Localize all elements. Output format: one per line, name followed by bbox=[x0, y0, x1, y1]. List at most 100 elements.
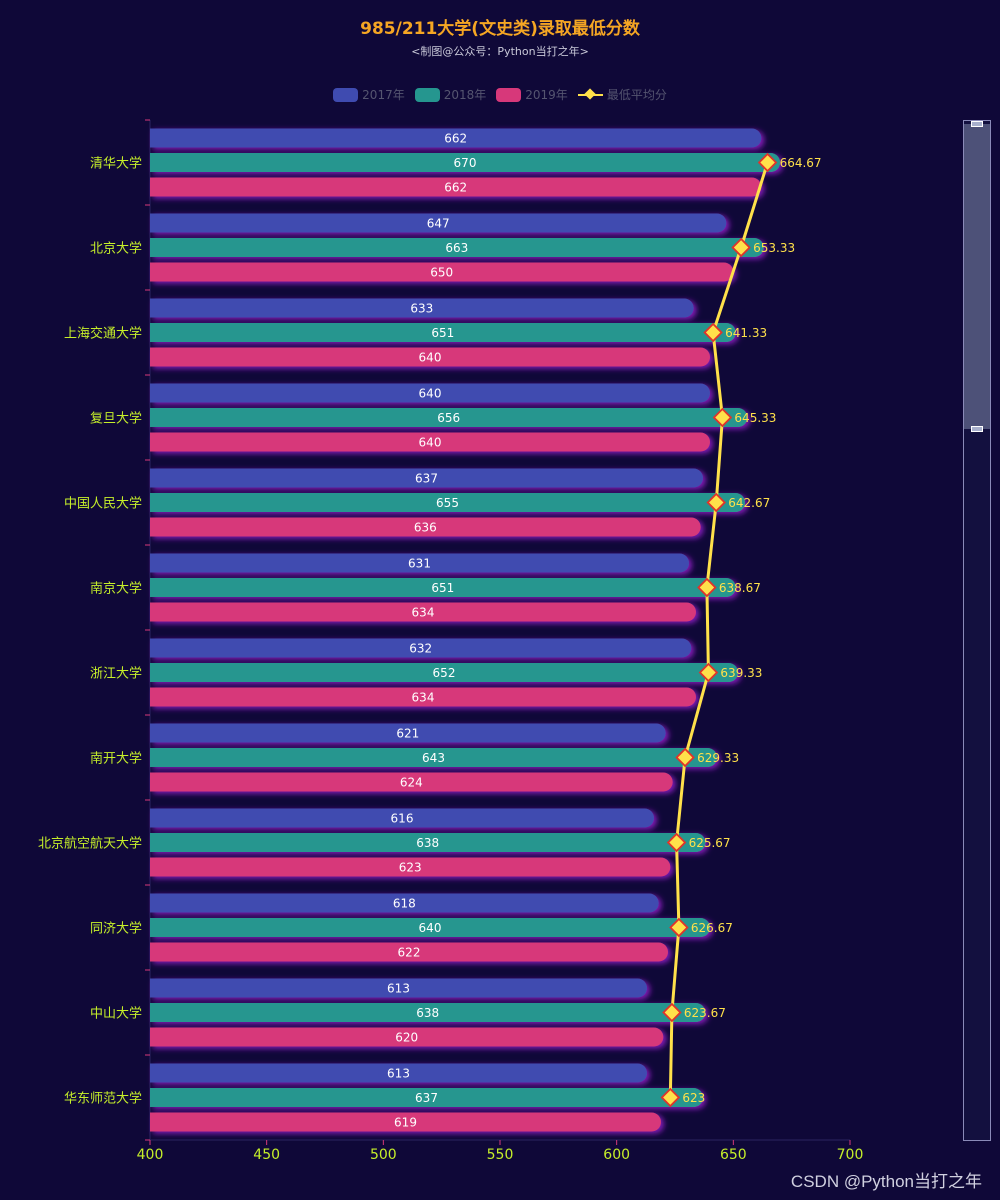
bar-value-label: 651 bbox=[431, 581, 454, 595]
bar-value-label: 662 bbox=[444, 132, 467, 146]
average-value-label: 626.67 bbox=[691, 921, 733, 935]
bar-2017年 bbox=[150, 978, 647, 998]
bar-2017年 bbox=[150, 213, 727, 233]
average-point-marker bbox=[698, 662, 719, 683]
category-label: 浙江大学 bbox=[90, 666, 142, 682]
legend-item-2019[interactable]: 2019年 bbox=[496, 86, 568, 103]
bar-value-label: 618 bbox=[393, 897, 416, 911]
x-tick-label: 400 bbox=[137, 1147, 164, 1163]
data-zoom-window[interactable] bbox=[964, 121, 990, 432]
bar-value-label: 613 bbox=[387, 1067, 410, 1081]
zoom-handle-top[interactable] bbox=[971, 121, 983, 127]
average-point-marker bbox=[712, 407, 733, 428]
average-value-label: 653.33 bbox=[753, 241, 795, 255]
average-point-marker bbox=[660, 1087, 681, 1108]
average-point-marker bbox=[731, 237, 751, 258]
average-point-marker bbox=[666, 832, 687, 853]
legend: 2017年 2018年 2019年 最低平均分 bbox=[0, 86, 1000, 103]
legend-label-2019: 2019年 bbox=[525, 88, 568, 102]
bar-2018年 bbox=[150, 918, 710, 937]
bar-2019年 bbox=[150, 1027, 664, 1047]
bar-2019年 bbox=[150, 347, 710, 367]
average-point-marker bbox=[662, 1002, 682, 1023]
x-tick-label: 650 bbox=[720, 1147, 747, 1163]
x-tick-label: 600 bbox=[603, 1147, 630, 1163]
bar-2019年 bbox=[150, 177, 762, 197]
average-point-marker bbox=[697, 577, 717, 598]
category-label: 南开大学 bbox=[90, 751, 142, 767]
bar-2017年 bbox=[150, 893, 659, 913]
average-value-label: 623.67 bbox=[684, 1006, 726, 1020]
bar-2018年 bbox=[150, 833, 706, 852]
zoom-handle-bottom[interactable] bbox=[971, 426, 983, 432]
bar-value-label: 632 bbox=[409, 642, 432, 656]
bar-2019年 bbox=[150, 1112, 661, 1132]
average-value-label: 641.33 bbox=[725, 326, 767, 340]
bar-2017年 bbox=[150, 468, 703, 488]
bar-2018年 bbox=[150, 1003, 706, 1022]
bar-value-label: 663 bbox=[445, 241, 468, 255]
average-point-marker bbox=[703, 322, 723, 343]
bar-2019年 bbox=[150, 602, 696, 622]
bar-2018年 bbox=[150, 408, 748, 427]
category-label: 同济大学 bbox=[90, 921, 142, 937]
legend-swatch-2017 bbox=[333, 87, 359, 102]
legend-item-2018[interactable]: 2018年 bbox=[414, 86, 486, 103]
bar-value-label: 647 bbox=[427, 217, 450, 231]
bar-2018年 bbox=[150, 493, 745, 512]
bar-2018年 bbox=[150, 663, 738, 682]
bar-2017年 bbox=[150, 383, 710, 403]
category-label: 上海交通大学 bbox=[64, 326, 142, 342]
bar-value-label: 616 bbox=[391, 812, 414, 826]
bar-2017年 bbox=[150, 553, 689, 573]
bar-2017年 bbox=[150, 128, 762, 148]
bar-value-label: 637 bbox=[415, 1091, 438, 1105]
chart-subtitle: <制图@公众号：Python当打之年> bbox=[411, 45, 589, 58]
bar-value-label: 634 bbox=[412, 691, 435, 705]
average-value-label: 629.33 bbox=[697, 751, 739, 765]
bar-value-label: 670 bbox=[454, 156, 477, 170]
legend-label-average: 最低平均分 bbox=[606, 88, 667, 102]
bar-value-label: 623 bbox=[399, 861, 422, 875]
bar-value-label: 634 bbox=[412, 606, 435, 620]
average-value-label: 664.67 bbox=[780, 156, 822, 170]
bar-value-label: 633 bbox=[410, 302, 433, 316]
bar-value-label: 651 bbox=[431, 326, 454, 340]
bar-value-label: 622 bbox=[398, 946, 421, 960]
category-label: 北京大学 bbox=[90, 241, 142, 257]
bar-2017年 bbox=[150, 723, 666, 743]
legend-item-2017[interactable]: 2017年 bbox=[333, 86, 405, 103]
legend-swatch-2018 bbox=[414, 87, 440, 102]
x-tick-label: 700 bbox=[837, 1147, 864, 1163]
legend-item-average[interactable]: 最低平均分 bbox=[577, 86, 667, 103]
bar-value-label: 636 bbox=[414, 521, 437, 535]
watermark: CSDN @Python当打之年 bbox=[790, 1172, 982, 1191]
average-value-label: 645.33 bbox=[734, 411, 776, 425]
bar-value-label: 640 bbox=[419, 436, 442, 450]
bar-value-label: 638 bbox=[416, 836, 439, 850]
bar-value-label: 652 bbox=[433, 666, 456, 680]
bar-value-label: 655 bbox=[436, 496, 459, 510]
bar-value-label: 640 bbox=[419, 921, 442, 935]
data-zoom-slider[interactable] bbox=[963, 120, 991, 1141]
category-label: 复旦大学 bbox=[90, 411, 142, 427]
average-line bbox=[668, 162, 769, 1098]
average-value-label: 623 bbox=[682, 1091, 705, 1105]
chart-title: 985/211大学(文史类)录取最低分数 bbox=[360, 19, 640, 39]
category-label: 清华大学 bbox=[90, 156, 142, 172]
bar-value-label: 624 bbox=[400, 776, 423, 790]
bar-value-label: 640 bbox=[419, 387, 442, 401]
bar-value-label: 620 bbox=[395, 1031, 418, 1045]
category-label: 中国人民大学 bbox=[64, 496, 142, 512]
category-label: 北京航空航天大学 bbox=[38, 836, 142, 852]
bar-value-label: 613 bbox=[387, 982, 410, 996]
average-value-label: 638.67 bbox=[719, 581, 761, 595]
bar-2019年 bbox=[150, 687, 696, 707]
bar-2019年 bbox=[150, 517, 701, 537]
bar-value-label: 637 bbox=[415, 472, 438, 486]
bar-2019年 bbox=[150, 942, 668, 962]
bar-2018年 bbox=[150, 153, 780, 172]
bar-value-label: 621 bbox=[396, 727, 419, 741]
bar-2017年 bbox=[150, 638, 692, 658]
average-point-marker bbox=[675, 747, 695, 768]
